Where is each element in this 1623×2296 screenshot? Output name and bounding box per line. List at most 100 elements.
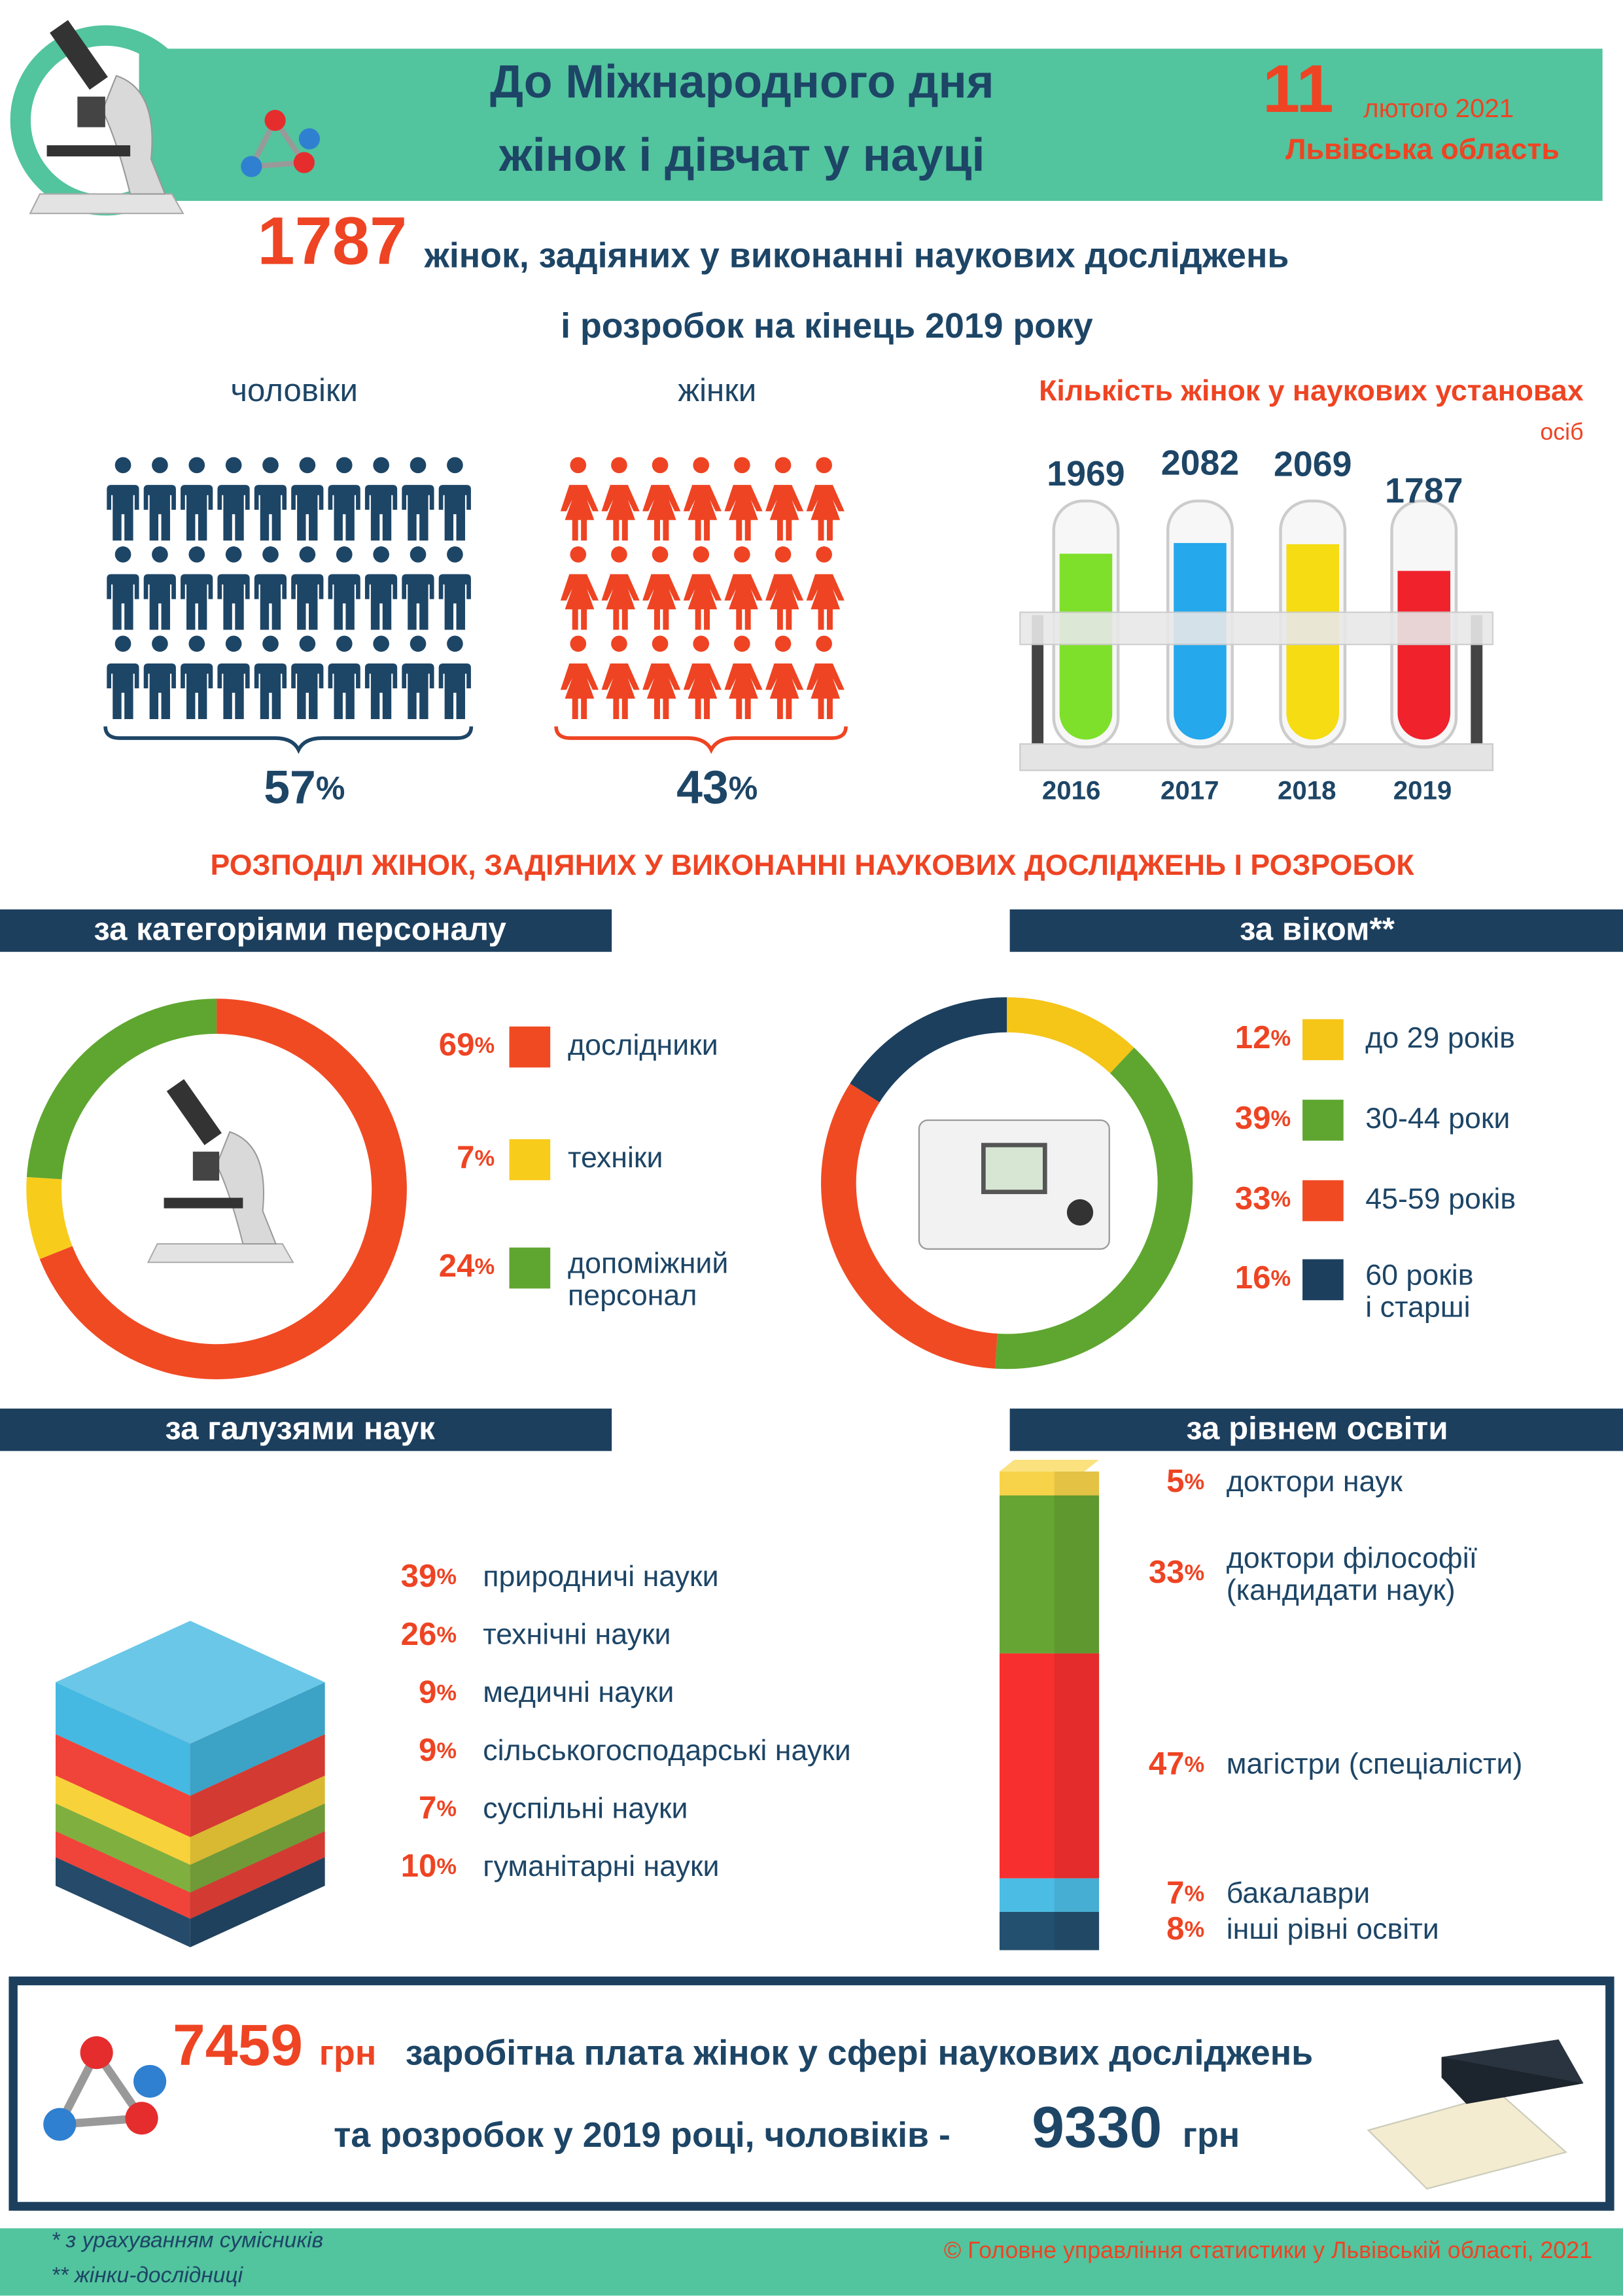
rack-tray [1019,611,1494,646]
column-segment [999,1911,1100,1951]
value-label: 39% [1235,1100,1291,1136]
copyright: © Головне управління статистики у Львівс… [944,2237,1592,2263]
value-label: 2082 [1161,444,1239,483]
title-line: До Міжнародного дня [490,56,994,108]
layer-left [56,1734,190,1837]
donut-segment [821,1083,998,1369]
woman-icon [765,457,804,541]
legend-swatch [1302,1180,1344,1222]
value-label: 10% [401,1848,457,1884]
woman-icon [642,546,681,630]
women-label: жінки [678,372,756,408]
title-line: жінок і дівчат у науці [498,129,985,181]
value-label: 26% [401,1616,457,1652]
layer-top [56,1621,325,1744]
man-icon [364,457,398,541]
value-label: 1969 [1047,454,1125,493]
man-icon [181,457,213,541]
legend-label: інші рівні освіти [1227,1913,1439,1945]
man-icon [328,457,360,541]
legend-label: медичні науки [483,1676,674,1708]
layer-left [56,1775,190,1865]
salary-women: 7459 [173,2012,303,2077]
layer-shade [190,1682,325,1796]
man-icon [328,635,360,720]
tube-liquid [1059,554,1113,740]
woman-icon [724,546,763,630]
legend-label: магістри (спеціалісти) [1227,1748,1523,1780]
column-shade [1054,1878,1100,1912]
legend-label: 45-59 років [1365,1182,1516,1215]
microscope-base [29,193,184,215]
section-bar-title: за галузями наук [165,1410,435,1446]
legend-label: техніки [568,1141,663,1174]
molecule-atom [80,2036,113,2070]
value-label: 12% [1235,1019,1291,1055]
man-icon [107,546,139,630]
man-icon [438,457,471,541]
woman-icon [560,546,599,630]
man-icon [438,635,471,720]
molecule-bonds [52,2044,149,2129]
headline-text: і розробок на кінець 2019 року [561,306,1093,345]
donut-segment [26,1176,73,1260]
legend-label: технічні науки [483,1618,671,1651]
section-bar [0,909,612,952]
legend-swatch [1302,1019,1344,1061]
legend-label: суспільні науки [483,1792,688,1824]
column-shade [1054,1653,1100,1879]
woman-icon [806,546,845,630]
salary-men: 9330 [1032,2094,1162,2160]
column-shade [1054,1911,1100,1951]
legend-label: 60 років і старші [1365,1258,1473,1323]
man-icon [107,635,139,720]
headline-text: жінок, задіяних у виконанні наукових дос… [424,236,1289,275]
donut-segment [850,997,1007,1103]
legend-label: сільськогосподарські науки [483,1734,851,1767]
value-label: 9% [419,1674,457,1710]
layer-left [56,1682,190,1796]
woman-icon [683,457,722,541]
legend-swatch [509,1247,551,1289]
molecule-atom [264,109,286,132]
footnote: * з урахуванням сумісників [51,2229,323,2253]
woman-icon [683,635,722,720]
salary-text: заробітна плата жінок у сфері наукових д… [406,2034,1314,2073]
value-label: 5% [1166,1463,1204,1499]
category-label: 2017 [1161,776,1219,805]
microscope-arm [101,75,166,195]
woman-icon [601,457,640,541]
legend-label: гуманітарні науки [483,1850,719,1882]
value-label: 47% [1149,1746,1204,1782]
legend-swatch [1302,1259,1344,1301]
salary-box [9,1976,1614,2211]
tube-liquid [1397,571,1451,740]
layer-shade [190,1857,325,1947]
man-icon [291,546,324,630]
section-bar-title: за віком** [1240,911,1395,947]
donut-segment [26,998,217,1180]
category-label: 2019 [1393,776,1452,805]
legend-label: 30-44 роки [1365,1102,1510,1135]
layer-shade [190,1734,325,1837]
column-shade [1054,1471,1100,1496]
legend-label: доктори філософії (кандидати наук) [1227,1542,1477,1606]
microscope-lens [192,1152,220,1181]
value-label: 7% [457,1139,495,1175]
section-bar-title: за категоріями персоналу [94,911,506,947]
microscope-base [147,1243,294,1263]
section-bar [1009,1408,1623,1451]
man-icon [402,546,434,630]
man-icon [438,546,471,630]
layer-left [56,1857,190,1947]
molecule-atom [43,2108,77,2141]
rack-base [1019,743,1494,771]
donut-segment [995,1048,1193,1369]
man-icon [402,635,434,720]
layer-highlight [56,1621,325,1744]
value-label: 7% [1166,1875,1204,1911]
woman-icon [642,457,681,541]
woman-icon [806,635,845,720]
man-icon [254,457,287,541]
woman-icon [601,546,640,630]
